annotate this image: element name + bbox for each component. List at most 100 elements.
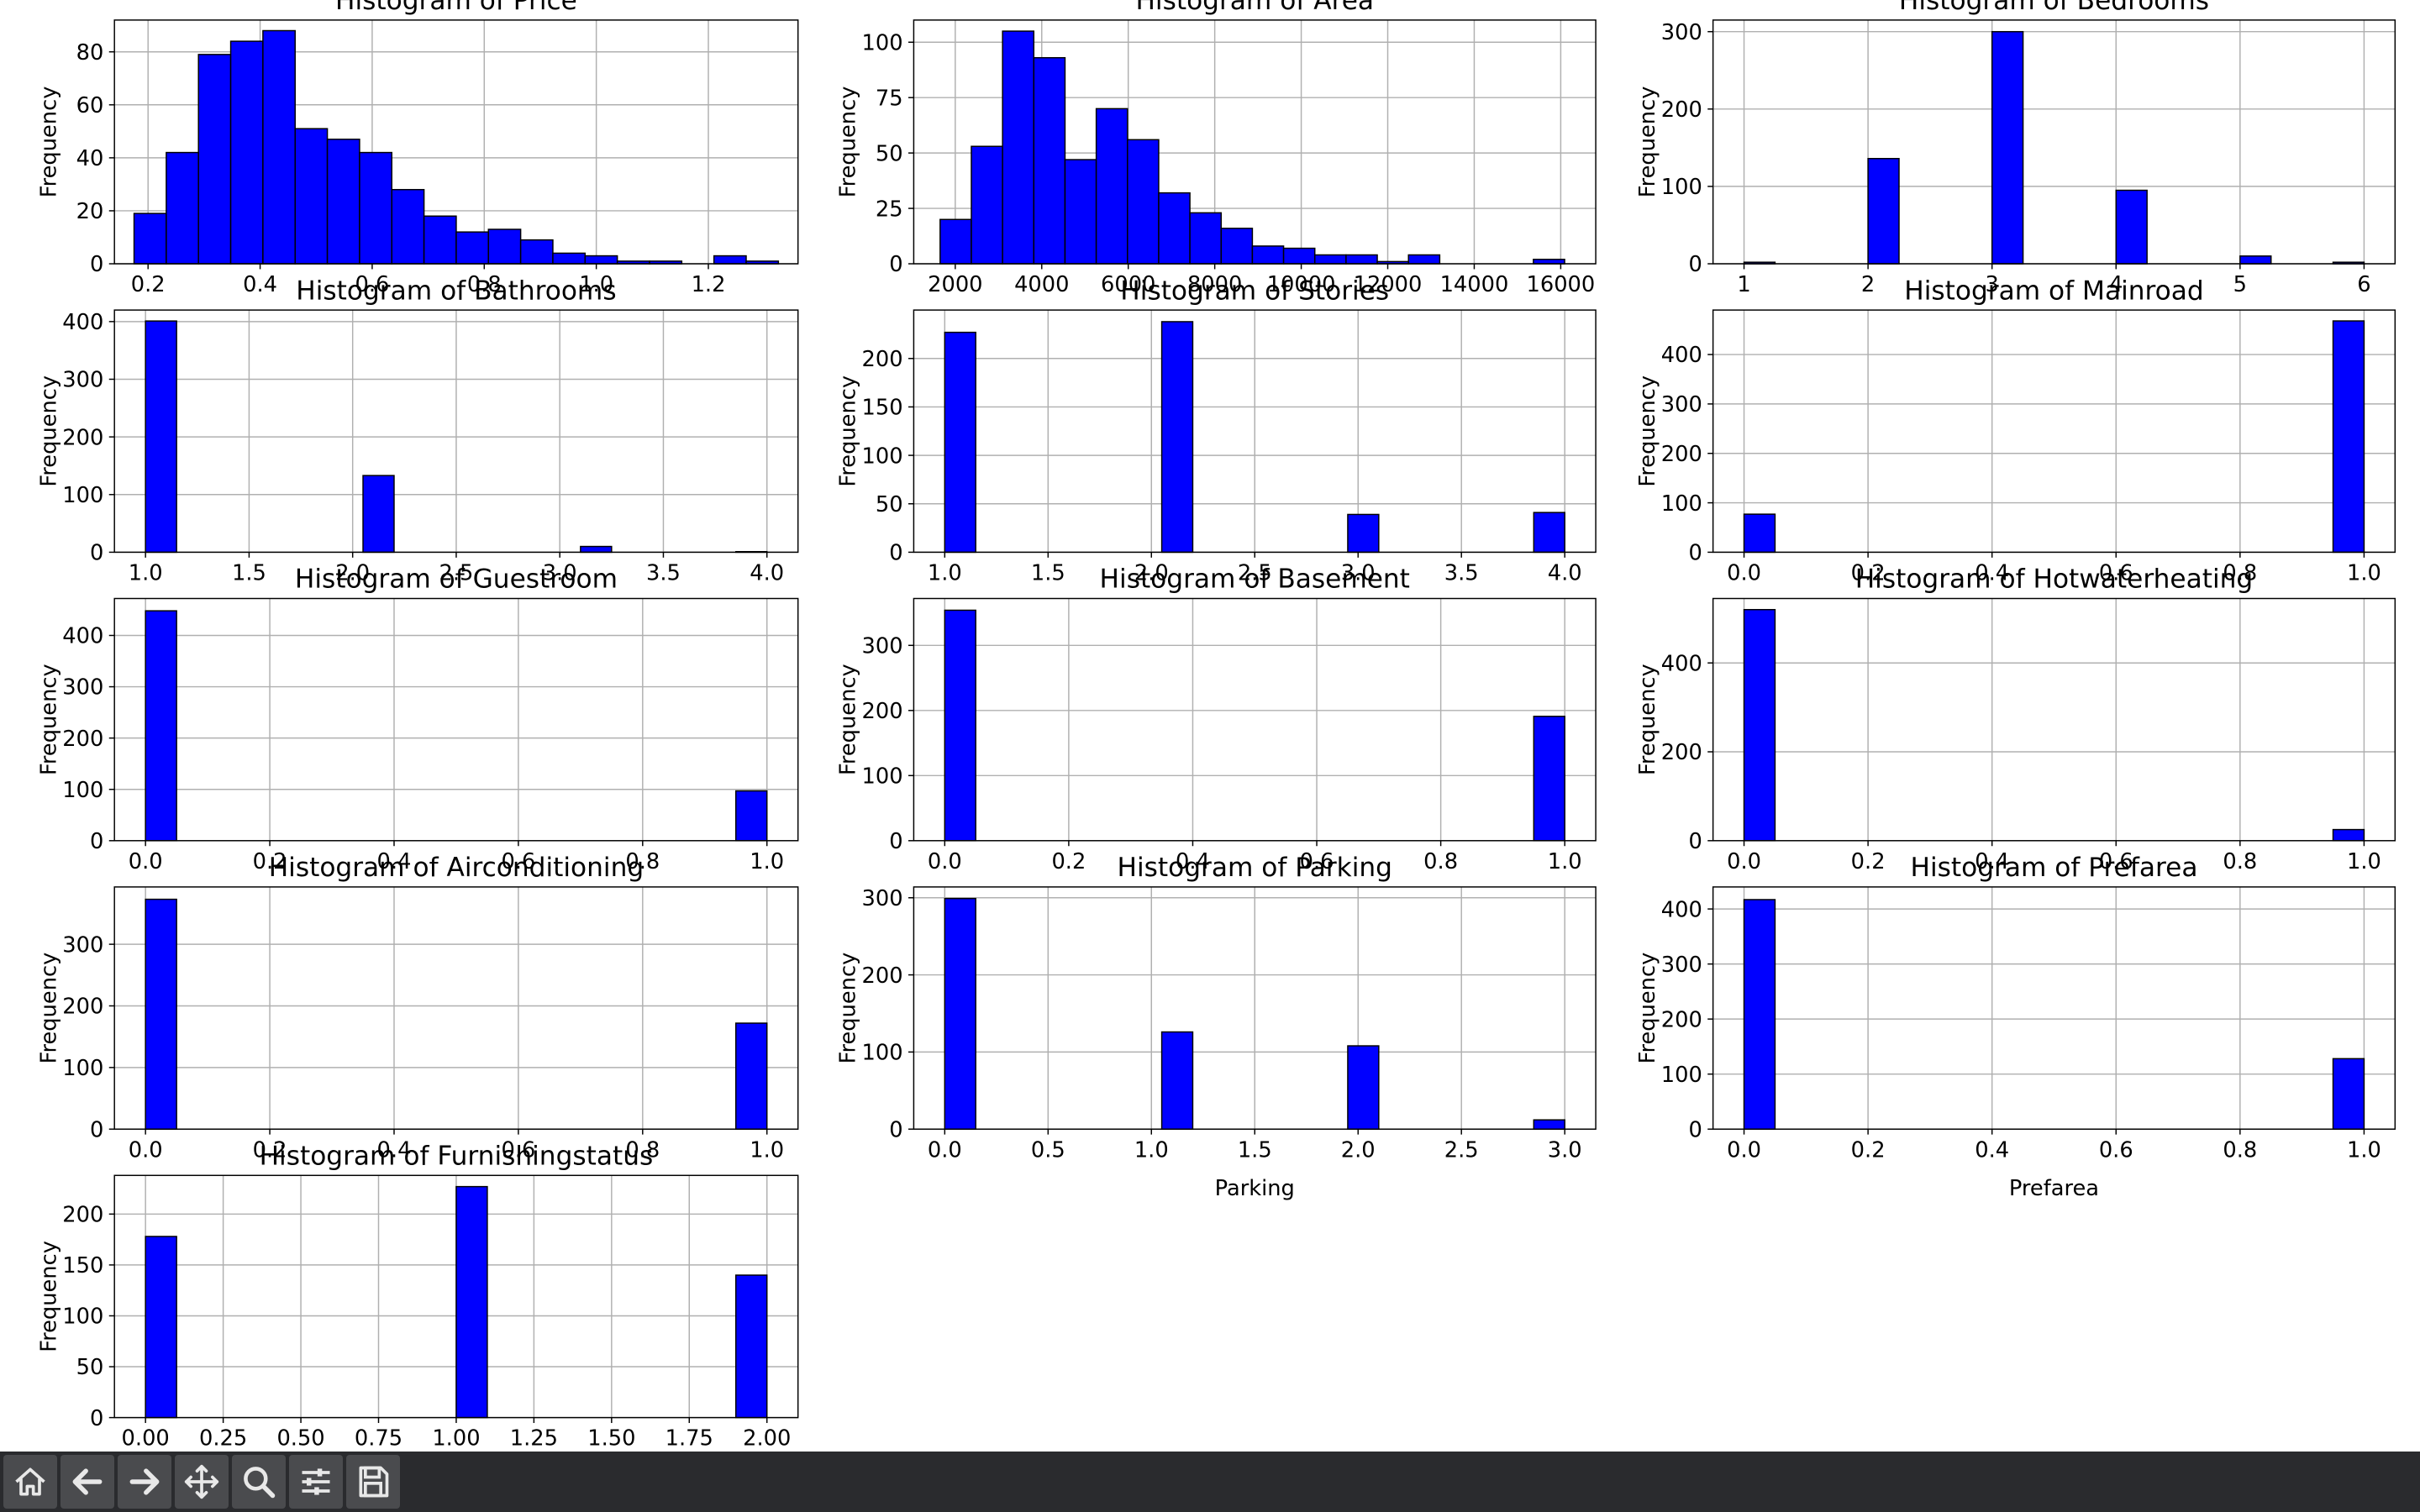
histogram-bar (2115, 189, 2148, 265)
subplot-title: Histogram of Furnishingstatus (260, 1141, 654, 1171)
x-tick-label: 14000 (1440, 272, 1509, 297)
histogram-bar (2332, 1058, 2365, 1130)
y-tick-label: 400 (62, 624, 103, 649)
x-tick-label: 3.5 (646, 560, 681, 585)
x-tick-label: 1 (1737, 272, 1750, 297)
histogram-bar (362, 475, 395, 554)
histogram-bar (455, 1185, 488, 1419)
y-tick-label: 75 (876, 86, 903, 111)
x-tick-label: 1.0 (579, 272, 613, 297)
x-tick-label: 0.2 (1851, 560, 1886, 585)
y-tick-label: 200 (1661, 1007, 1702, 1032)
y-tick-label: 200 (62, 995, 103, 1020)
y-axis-label: Frequency (1635, 87, 1660, 198)
x-tick-label: 0.4 (377, 1137, 412, 1163)
subplot: 1 2 3 4 5 6 0 100 200 300 Histogram of Bedrooms Fre… (1635, 0, 2396, 297)
histogram-bar (2332, 320, 2365, 554)
y-tick-label: 40 (76, 146, 104, 171)
subplot-title: Histogram of Bathrooms (296, 276, 616, 306)
y-axis-label: Frequency (1635, 664, 1660, 775)
x-tick-label: 0.2 (1051, 849, 1086, 874)
configure-subplots-button[interactable] (289, 1455, 343, 1509)
histogram-bar (294, 128, 329, 265)
y-tick-label: 100 (862, 764, 903, 789)
back-button[interactable] (60, 1455, 114, 1509)
pan-button[interactable] (175, 1455, 229, 1509)
y-tick-label: 0 (889, 541, 902, 566)
axes-frame (913, 19, 1597, 265)
y-tick-label: 200 (62, 425, 103, 450)
axes-frame (113, 886, 799, 1130)
y-tick-label: 300 (1661, 953, 1702, 978)
axes-frame (1712, 886, 2396, 1130)
y-tick-label: 400 (1661, 897, 1702, 922)
y-axis-label: Frequency (1635, 375, 1660, 487)
x-tick-label: 1.5 (232, 560, 266, 585)
axes-frame (1712, 597, 2396, 842)
y-tick-label: 200 (1661, 442, 1702, 467)
subplot-title: Histogram of Hotwaterheating (1855, 564, 2254, 595)
x-tick-label: 1.25 (510, 1426, 558, 1452)
x-tick-label: 0.6 (2099, 560, 2133, 585)
histogram-bar (713, 255, 747, 265)
x-tick-label: 0.6 (355, 272, 389, 297)
histogram-bar (1251, 245, 1285, 265)
y-tick-label: 100 (1661, 175, 1702, 200)
histogram-figure: 0.2 0.4 0.6 0.8 1.0 1.2 0 20 40 60 80 Histogram of … (36, 0, 2396, 1452)
x-tick-label: 5 (2233, 272, 2247, 297)
histogram-bar (1002, 30, 1035, 265)
x-tick-label: 0.8 (625, 1137, 660, 1163)
histogram-bar (145, 898, 177, 1130)
y-tick-label: 150 (62, 1253, 103, 1278)
forward-button[interactable] (118, 1455, 171, 1509)
axes-frame (1712, 19, 2396, 265)
home-button[interactable] (3, 1455, 57, 1509)
y-tick-label: 100 (62, 778, 103, 803)
zoom-icon (244, 1467, 276, 1499)
x-tick-label: 1.0 (2347, 560, 2381, 585)
x-tick-label: 1.75 (666, 1426, 713, 1452)
axes-frame (913, 886, 1597, 1130)
axes-frame (113, 597, 799, 842)
x-tick-label: 2.5 (439, 560, 474, 585)
y-tick-label: 100 (862, 444, 903, 469)
x-tick-label: 0.6 (501, 1137, 535, 1163)
move-icon (184, 1464, 219, 1499)
histogram-bar (1533, 716, 1565, 842)
histogram-bar (1033, 56, 1066, 265)
x-tick-label: 3.0 (543, 560, 577, 585)
x-tick-label: 0.0 (1727, 560, 1761, 585)
y-tick-label: 25 (876, 197, 903, 222)
histogram-bar (262, 29, 296, 265)
x-axis-label: Prefarea (2009, 1176, 2099, 1201)
histogram-bar (423, 215, 457, 265)
histogram-bar (391, 188, 425, 265)
y-tick-label: 400 (1661, 343, 1702, 368)
x-tick-label: 0.2 (1851, 1137, 1886, 1163)
y-axis-label: Frequency (1635, 953, 1660, 1064)
histogram-bar (1533, 512, 1565, 554)
x-tick-label: 8000 (1187, 272, 1242, 297)
x-tick-label: 1.0 (750, 849, 784, 874)
x-tick-label: 0.25 (199, 1426, 247, 1452)
sliders-icon (302, 1468, 330, 1495)
x-tick-label: 3 (1986, 272, 1999, 297)
histogram-bar (1407, 254, 1441, 265)
zoom-button[interactable] (232, 1455, 286, 1509)
save-button[interactable] (346, 1455, 400, 1509)
histogram-bar (944, 331, 976, 554)
x-tick-label: 12000 (1354, 272, 1423, 297)
x-tick-label: 0.0 (928, 1137, 962, 1163)
x-tick-label: 0.8 (625, 849, 660, 874)
x-tick-label: 0.4 (1975, 849, 2009, 874)
x-tick-label: 0.8 (2223, 849, 2257, 874)
x-tick-label: 0.4 (1176, 849, 1210, 874)
y-tick-label: 0 (889, 1117, 902, 1142)
x-tick-label: 1.50 (587, 1426, 635, 1452)
x-axis-label: Parking (1215, 1176, 1295, 1201)
x-tick-label: 0.6 (2099, 1137, 2133, 1163)
subplot: 0.0 0.2 0.4 0.6 0.8 1.0 0 100 200 300 400 Histogram… (36, 564, 799, 874)
x-tick-label: 2.00 (743, 1426, 791, 1452)
histogram-bar (1347, 1045, 1380, 1130)
x-tick-label: 0.0 (928, 849, 962, 874)
